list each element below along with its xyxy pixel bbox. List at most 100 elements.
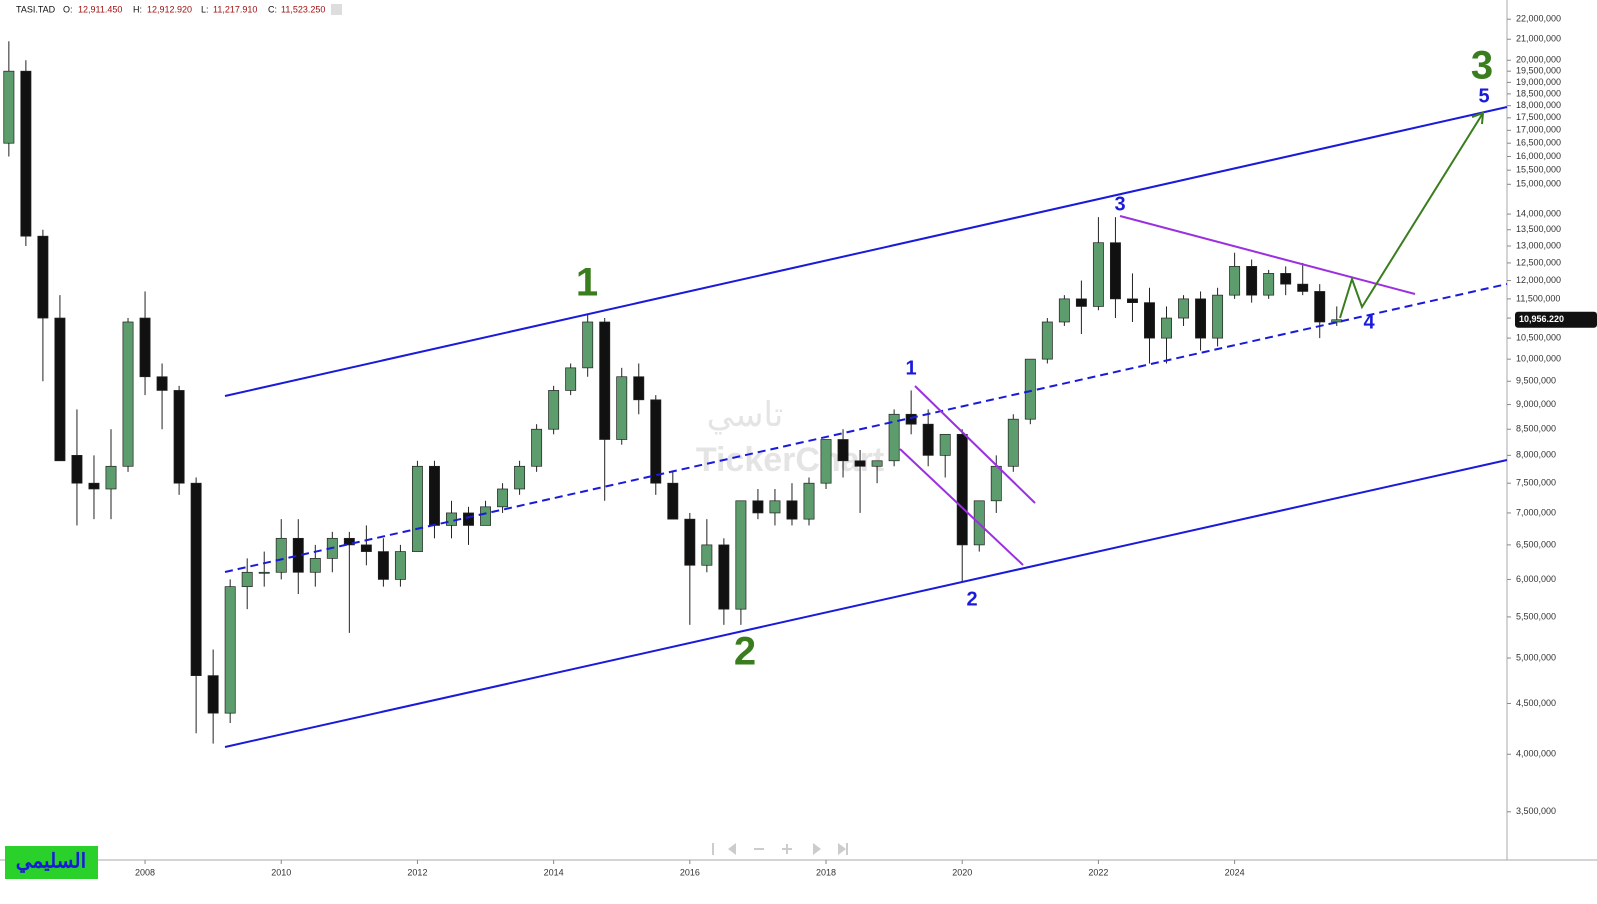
candle-body bbox=[1109, 242, 1121, 300]
candle-body bbox=[122, 321, 134, 467]
nav-zoom-in[interactable] bbox=[782, 844, 792, 854]
logo: السليمي bbox=[16, 850, 86, 873]
y-tick-label: 5,500,000 bbox=[1516, 611, 1556, 621]
channel-mid bbox=[224, 283, 1508, 573]
y-tick-label: 5,000,000 bbox=[1516, 652, 1556, 662]
candle-body bbox=[1195, 298, 1207, 339]
field-label: L: bbox=[201, 4, 209, 14]
wave-label: 3 bbox=[1471, 44, 1493, 88]
candle-body bbox=[922, 423, 934, 456]
candle-body bbox=[1331, 319, 1343, 323]
candle-body bbox=[548, 390, 560, 430]
candle-body bbox=[309, 558, 321, 573]
nav-bar[interactable] bbox=[712, 843, 714, 855]
wave-label: 1 bbox=[576, 261, 598, 305]
candle-body bbox=[156, 376, 168, 391]
y-tick-label: 10,000,000 bbox=[1516, 354, 1561, 364]
y-tick-label: 18,000,000 bbox=[1516, 100, 1561, 110]
candle-body bbox=[446, 512, 457, 526]
y-tick-label: 12,500,000 bbox=[1516, 257, 1561, 267]
symbol: TASI.TAD bbox=[16, 4, 56, 14]
candle-body bbox=[650, 399, 662, 484]
candle-body bbox=[990, 465, 1002, 502]
wave-label: 5 bbox=[1478, 85, 1489, 107]
nav-next[interactable] bbox=[813, 843, 821, 855]
y-tick-label: 21,000,000 bbox=[1516, 34, 1561, 44]
channel-lower bbox=[224, 459, 1508, 748]
y-tick-label: 20,000,000 bbox=[1516, 55, 1561, 65]
channel-upper bbox=[224, 106, 1508, 397]
candle-body bbox=[463, 512, 474, 526]
field-value: 12,912.920 bbox=[147, 4, 192, 14]
candle-body bbox=[207, 675, 219, 714]
candle-body bbox=[190, 482, 202, 676]
candle-body bbox=[37, 235, 49, 319]
x-tick-label: 2016 bbox=[680, 867, 700, 877]
candle-body bbox=[258, 571, 270, 574]
field-value: 11,523.250 bbox=[281, 4, 325, 14]
candle-body bbox=[275, 537, 287, 573]
candle-body bbox=[1127, 298, 1138, 303]
y-tick-label: 9,500,000 bbox=[1516, 376, 1556, 386]
field-label: C: bbox=[268, 4, 277, 14]
candle-body bbox=[769, 500, 781, 514]
candle-body bbox=[837, 439, 849, 462]
nav-prev[interactable] bbox=[728, 843, 736, 855]
y-tick-label: 4,000,000 bbox=[1516, 749, 1556, 759]
y-tick-label: 10,500,000 bbox=[1516, 332, 1561, 342]
flag-upper bbox=[914, 385, 1036, 504]
field-label: O: bbox=[63, 4, 73, 14]
candle-body bbox=[429, 465, 440, 526]
x-tick-label: 2010 bbox=[271, 867, 291, 877]
candle-body bbox=[1280, 273, 1292, 285]
nav-end[interactable] bbox=[838, 843, 848, 855]
y-tick-label: 17,000,000 bbox=[1516, 125, 1561, 135]
x-tick-label: 2014 bbox=[544, 867, 564, 877]
candle-body bbox=[394, 551, 406, 580]
watermark-arabic: تاسي bbox=[707, 396, 784, 434]
y-tick-label: 7,000,000 bbox=[1516, 507, 1556, 517]
y-tick-label: 11,500,000 bbox=[1516, 293, 1560, 303]
nav-zoom-out[interactable] bbox=[754, 848, 764, 850]
candle-body bbox=[854, 460, 866, 467]
candle-body bbox=[3, 70, 15, 144]
y-tick-label: 8,000,000 bbox=[1516, 450, 1556, 460]
header-button[interactable] bbox=[331, 4, 342, 15]
candle-body bbox=[360, 544, 372, 552]
candle-body bbox=[786, 500, 798, 520]
candle-body bbox=[582, 321, 594, 369]
wave-label: 3 bbox=[1114, 193, 1125, 215]
logo-box bbox=[5, 846, 98, 879]
x-tick-label: 2018 bbox=[816, 867, 836, 877]
last-price-tag bbox=[1515, 311, 1597, 328]
candle-body bbox=[565, 367, 577, 391]
candle-body bbox=[820, 439, 832, 484]
candle-body bbox=[497, 488, 509, 508]
x-tick-label: 2008 bbox=[135, 867, 155, 877]
projection-arrow bbox=[1471, 111, 1485, 125]
y-tick-label: 6,000,000 bbox=[1516, 574, 1556, 584]
y-tick-label: 7,500,000 bbox=[1516, 478, 1556, 488]
resistance-line bbox=[1119, 215, 1416, 295]
candle-body bbox=[1178, 298, 1189, 319]
navigator bbox=[712, 843, 848, 855]
field-value: 11,217.910 bbox=[213, 4, 257, 14]
candle-body bbox=[480, 506, 491, 526]
candle-body bbox=[1075, 298, 1087, 307]
flag-lower bbox=[899, 448, 1024, 566]
candle-body bbox=[377, 551, 389, 580]
candle-body bbox=[1246, 266, 1258, 296]
candle-body bbox=[241, 571, 253, 588]
candle-body bbox=[956, 433, 968, 546]
candle-body bbox=[224, 586, 236, 714]
y-tick-label: 3,500,000 bbox=[1516, 806, 1556, 816]
wave-label: 4 bbox=[1363, 311, 1375, 333]
y-tick-label: 16,500,000 bbox=[1516, 138, 1561, 148]
candle-body bbox=[599, 321, 611, 440]
candle-body bbox=[1041, 321, 1053, 360]
y-tick-label: 19,500,000 bbox=[1516, 66, 1561, 76]
candle-body bbox=[1229, 266, 1241, 296]
y-tick-label: 13,000,000 bbox=[1516, 240, 1561, 250]
